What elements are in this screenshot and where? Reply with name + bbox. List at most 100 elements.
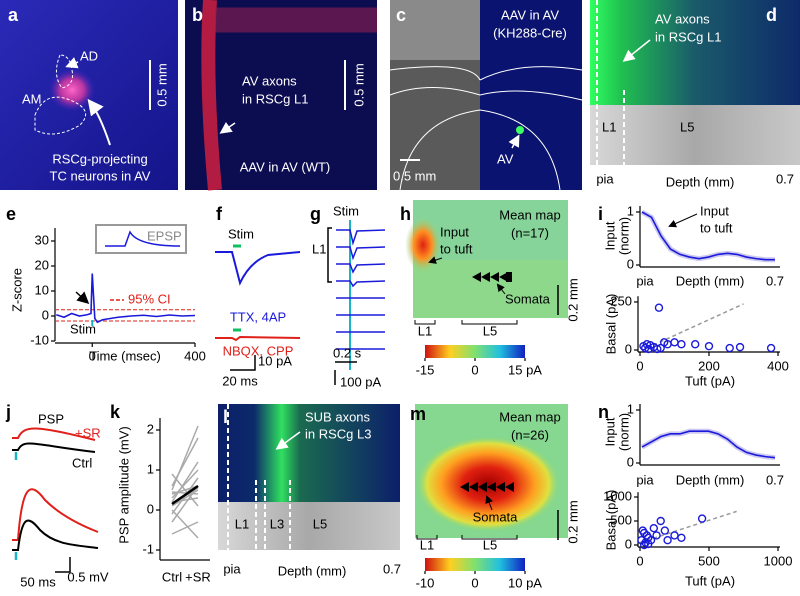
label: SUB axons xyxy=(305,409,371,424)
bracket xyxy=(416,535,518,540)
y-tick-label: 20 xyxy=(35,257,49,272)
axis-label: 0.7 xyxy=(776,171,794,186)
axis-title: Time (msec) xyxy=(89,348,161,363)
mean-line xyxy=(171,484,199,506)
layer-label: L5 xyxy=(483,537,497,552)
colorbar-label: 0 xyxy=(471,575,478,590)
plot-k: 2 1 0 -1 Ctrl +SR xyxy=(142,418,211,584)
bracket xyxy=(327,227,332,283)
panel-letter: m xyxy=(410,404,426,424)
label: in RSCg L3 xyxy=(305,426,371,441)
label: (KH288-Cre) xyxy=(493,25,567,40)
label: (n=17) xyxy=(511,225,549,240)
trace xyxy=(215,251,301,286)
scatter-point xyxy=(677,533,686,542)
hotspot xyxy=(405,217,441,273)
label: AAV in AV xyxy=(501,7,559,22)
colorbar-h: -15 0 15 pA xyxy=(416,358,542,377)
colorbar-label: -10 xyxy=(416,575,435,590)
scatter-point xyxy=(670,338,679,347)
layer-label: L5 xyxy=(313,516,327,531)
scatter-point xyxy=(660,526,670,535)
label: AV axons xyxy=(655,11,710,26)
trace xyxy=(215,335,301,342)
label: Input xyxy=(700,203,729,218)
label: AV xyxy=(497,151,514,166)
paired-line xyxy=(171,509,199,539)
outline xyxy=(389,66,583,191)
scatter-point xyxy=(697,514,707,523)
panel-letter: j xyxy=(5,402,11,422)
panel-letter: g xyxy=(310,204,321,224)
axis-title: Input xyxy=(602,417,617,446)
arrow xyxy=(428,256,443,264)
x-tick-label: 0 xyxy=(636,358,643,373)
label: Mean map xyxy=(499,409,560,424)
y-tick-label: 2 xyxy=(147,421,154,436)
scale-label: 0.2 mm xyxy=(565,278,580,321)
axis-label: pia xyxy=(636,472,654,487)
colorbar-label: 15 pA xyxy=(508,362,542,377)
arrow xyxy=(87,98,111,146)
y-tick-label: 1 xyxy=(627,203,634,218)
arrow xyxy=(275,431,301,450)
axis-title: (norm) xyxy=(616,413,631,451)
scatter-point xyxy=(644,539,653,549)
axis-title: Basal (pA) xyxy=(603,490,618,551)
axis-label: Depth (mm) xyxy=(666,174,735,189)
layer-label: L1 xyxy=(602,119,616,134)
scatter-point xyxy=(663,536,672,545)
scatter-point xyxy=(725,343,734,353)
paired-line xyxy=(171,473,199,507)
label: TTX, 4AP xyxy=(230,309,286,324)
y-tick-label: 0 xyxy=(147,501,154,516)
label: Stim xyxy=(70,321,96,336)
label: Input xyxy=(440,224,469,239)
colorbar-label: 10 pA xyxy=(508,575,542,590)
axis-label: pia xyxy=(223,561,241,576)
somata-markers xyxy=(460,482,514,492)
label: Mean map xyxy=(499,207,560,222)
y-tick-label: 1000 xyxy=(603,488,632,503)
trace xyxy=(336,246,386,261)
axis-title: Input xyxy=(602,221,617,250)
scale-label: 0.5 mm xyxy=(154,63,169,106)
axis-title: Depth (mm) xyxy=(676,273,745,288)
label: (n=26) xyxy=(511,427,549,442)
scatter-point xyxy=(644,344,653,354)
label: NBQX, CPP xyxy=(223,343,294,358)
image-l xyxy=(218,404,400,502)
axis-title: Tuft (pA) xyxy=(685,573,735,588)
colorbar-m: -10 0 10 pA xyxy=(416,571,542,590)
label: TC neurons in AV xyxy=(50,168,151,183)
trace xyxy=(336,280,386,288)
y-tick-label: 0 xyxy=(627,454,634,469)
scatter-point xyxy=(649,524,658,533)
scatter-point xyxy=(766,343,776,353)
blob xyxy=(48,68,96,112)
trace xyxy=(12,519,99,551)
y-tick-label: 0 xyxy=(42,307,49,322)
trace xyxy=(12,488,99,541)
label: to tuft xyxy=(440,241,473,256)
legend-label: 95% CI xyxy=(128,291,171,306)
caption: AAV in AV (WT) xyxy=(240,159,331,174)
y-tick-label: 250 xyxy=(610,293,632,308)
label: Stim xyxy=(228,226,254,241)
outline xyxy=(56,54,73,89)
colorbar xyxy=(425,345,525,358)
scale-bar xyxy=(230,355,256,371)
panel-letter: f xyxy=(216,204,223,224)
label: AM xyxy=(22,91,42,106)
panel-letter: d xyxy=(766,5,777,25)
label: in RSCg L1 xyxy=(242,91,308,106)
y-tick-label: 30 xyxy=(35,232,49,247)
layer-label: L5 xyxy=(483,323,497,338)
axis-label: 0.7 xyxy=(766,273,784,288)
x-tick-label: 400 xyxy=(184,348,206,363)
x-tick-label: 500 xyxy=(698,553,720,568)
paired-line xyxy=(171,437,199,487)
y-tick-label: 0 xyxy=(625,341,632,356)
